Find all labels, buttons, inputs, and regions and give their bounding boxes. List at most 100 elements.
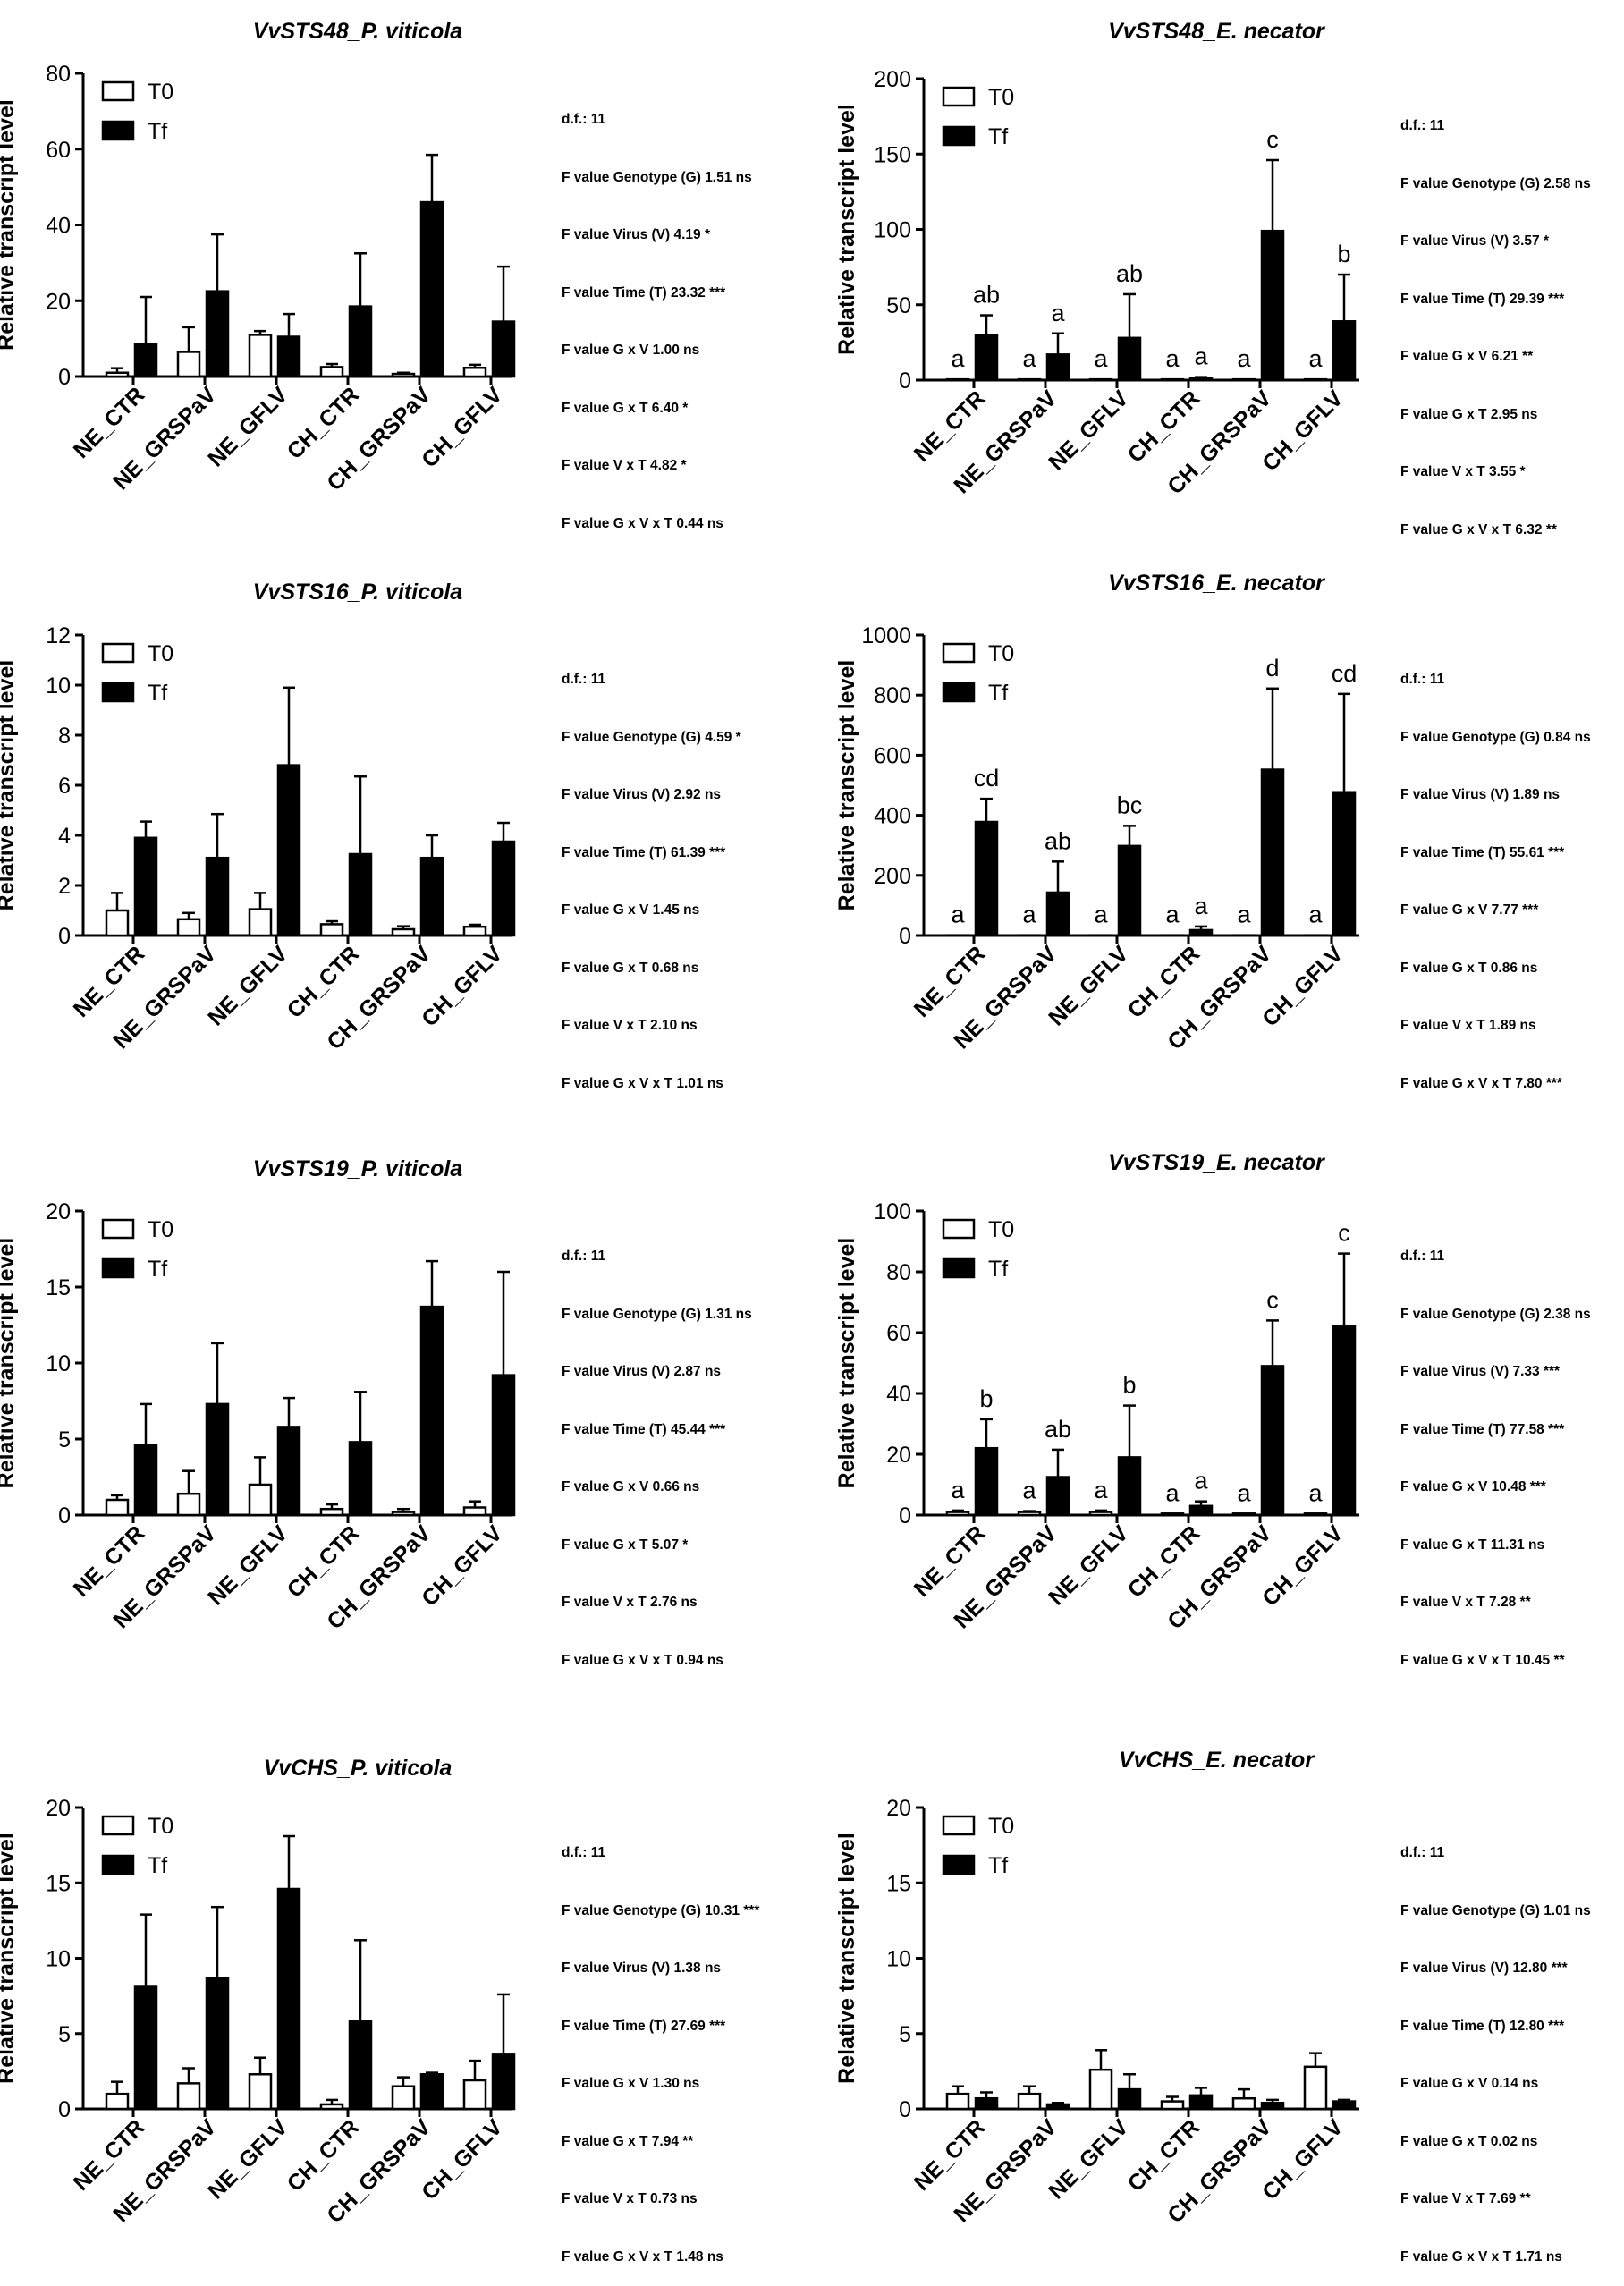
tf-bar [1045, 2103, 1070, 2111]
y-tick-label: 20 [46, 289, 71, 314]
tf-bar [1260, 229, 1285, 382]
stats-panel-7: d.f.: 11 F value Genotype (G) 1.01 ns F … [1400, 1805, 1591, 2286]
significance-letter: a [1237, 902, 1251, 928]
legend-label: T0 [988, 641, 1014, 666]
stats-line: F value Virus (V) 1.89 ns [1400, 787, 1561, 802]
t0-bar [462, 925, 487, 937]
stats-line: F value Virus (V) 4.19 * [562, 227, 710, 242]
significance-letter: a [1022, 345, 1036, 372]
stats-line: F value Time (T) 29.39 *** [1400, 291, 1565, 307]
significance-letter: a [1194, 343, 1208, 370]
t0-bar [176, 351, 201, 378]
tf-bar [133, 343, 158, 378]
significance-letter: cd [1332, 660, 1358, 687]
tf-bar [974, 820, 999, 937]
tf-bar [491, 320, 516, 378]
stats-line: F value G x V 1.00 ns [562, 343, 700, 358]
t0-bar [105, 2092, 130, 2111]
legend-label: Tf [988, 681, 1008, 706]
t0-bar [319, 2103, 344, 2111]
y-tick-label: 0 [58, 365, 71, 390]
y-tick-label: 8 [58, 724, 71, 749]
y-tick-label: 0 [899, 368, 911, 394]
y-tick-label: 20 [46, 1199, 71, 1224]
chart-title: VvSTS48_E. necator [1108, 19, 1325, 44]
tf-bar [276, 1887, 301, 2111]
chart-title: VvCHS_E. necator [1119, 1748, 1315, 1773]
y-tick-label: 80 [46, 62, 71, 87]
tf-bar [491, 1374, 516, 1517]
t0-bar [945, 377, 970, 382]
t0-bar [1303, 1512, 1328, 1517]
stats-panel-5: d.f.: 11 F value Genotype (G) 2.38 ns F … [1400, 1208, 1591, 1689]
chart-panel-0: VvSTS48_P. viticola Relative transcript l… [0, 19, 516, 495]
stats-line: F value G x T 6.40 * [562, 400, 689, 416]
stats-line: d.f.: 11 [562, 672, 606, 687]
y-tick-label: 12 [46, 623, 71, 648]
stats-line: F value Virus (V) 1.38 ns [562, 1960, 722, 1976]
tf-bar [1117, 844, 1142, 937]
t0-bar [1231, 1512, 1256, 1517]
legend-label: T0 [988, 1217, 1014, 1242]
tf-bar [1332, 791, 1357, 937]
significance-letter: c [1338, 1220, 1350, 1247]
y-tick-label: 0 [899, 1503, 911, 1528]
stats-line: F value G x V 1.45 ns [562, 902, 700, 918]
significance-letter: a [1094, 1477, 1108, 1503]
y-tick-label: 0 [899, 924, 911, 949]
t0-bar [1160, 377, 1185, 382]
chart-title: VvSTS19_P. viticola [253, 1156, 463, 1181]
t0-bar [391, 927, 416, 937]
y-tick-label: 4 [58, 824, 71, 849]
chart-title-gene: VvCHS_ [264, 1756, 351, 1781]
tf-bar [348, 1441, 373, 1517]
y-tick-label: 0 [899, 2097, 911, 2122]
stats-line: F value G x T 0.02 ns [1400, 2133, 1538, 2149]
legend-label: T0 [148, 1814, 173, 1839]
t0-bar [1231, 2096, 1256, 2111]
y-tick-label: 40 [886, 1382, 911, 1407]
t0-bar [105, 1498, 130, 1517]
legend-swatch-t0 [942, 1218, 976, 1240]
y-tick-label: 15 [46, 1275, 71, 1300]
significance-letter: c [1266, 1286, 1279, 1313]
y-tick-label: 60 [886, 1321, 911, 1346]
t0-bar [1231, 377, 1256, 382]
significance-letter: d [1265, 655, 1279, 682]
tf-bar [133, 836, 158, 937]
significance-letter: a [951, 345, 965, 372]
legend-swatch-t0 [101, 642, 135, 664]
tf-bar [133, 1985, 158, 2111]
chart-panel-6: VvCHS_P. viticola Relative transcript lev… [0, 1756, 516, 2228]
t0-bar [391, 1511, 416, 1517]
y-tick-label: 40 [46, 214, 71, 239]
significance-letter: a [951, 902, 965, 928]
stats-line: F value G x T 7.94 ** [562, 2133, 694, 2149]
legend-swatch-t0 [101, 1815, 135, 1836]
t0-bar [176, 1492, 201, 1517]
stats-line: F value Genotype (G) 10.31 *** [562, 1902, 760, 1918]
stats-line: F value Virus (V) 2.92 ns [562, 787, 722, 802]
y-tick-label: 100 [874, 218, 911, 243]
stats-line: F value Virus (V) 2.87 ns [562, 1364, 722, 1379]
y-tick-label: 600 [874, 743, 911, 768]
y-axis-label: Relative transcript level [834, 660, 859, 911]
t0-bar [945, 1511, 970, 1517]
y-tick-label: 20 [886, 1443, 911, 1468]
legend-label: T0 [148, 641, 173, 666]
stats-line: F value Time (T) 23.32 *** [562, 284, 726, 301]
t0-bar [462, 367, 487, 378]
stats-line: F value G x T 5.07 * [562, 1537, 689, 1553]
chart-panel-5: VvSTS19_E. necator Relative transcript le… [834, 1150, 1359, 1634]
y-axis-label: Relative transcript level [834, 104, 859, 355]
chart-title-species: P. viticola [361, 19, 463, 44]
stats-line: F value G x V 10.48 *** [1400, 1479, 1546, 1494]
y-tick-label: 6 [58, 774, 71, 799]
legend-label: Tf [148, 681, 167, 706]
stats-panel-4: d.f.: 11 F value Genotype (G) 1.31 ns F … [562, 1208, 752, 1689]
stats-line: d.f.: 11 [562, 1845, 606, 1860]
significance-letter: c [1266, 126, 1279, 153]
legend-label: T0 [988, 85, 1014, 110]
stats-line: F value Time (T) 12.80 *** [1400, 2018, 1565, 2034]
y-tick-label: 5 [899, 2022, 911, 2047]
